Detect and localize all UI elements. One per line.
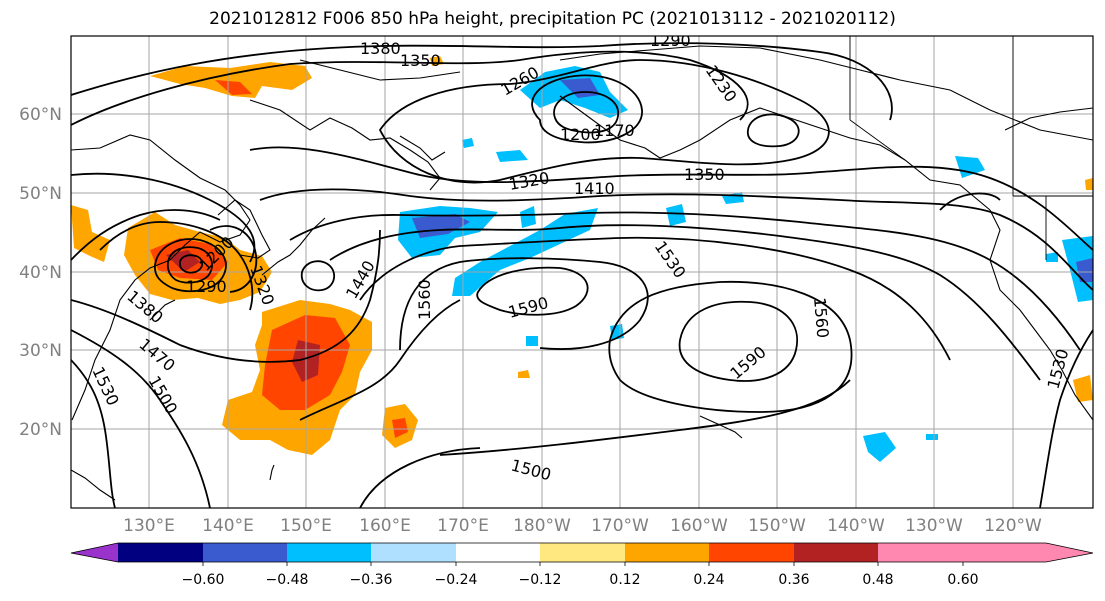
- contour-label: 1170: [594, 121, 635, 140]
- colorbar-bin: [203, 543, 287, 562]
- lat-label: 30°N: [19, 341, 62, 361]
- contour-label: 1200: [560, 125, 601, 144]
- lon-label: 160°E: [359, 516, 411, 536]
- contour-label: 1410: [574, 179, 615, 198]
- lat-label: 60°N: [19, 105, 62, 125]
- lat-label: 20°N: [19, 420, 62, 440]
- precip-negative-fill: [398, 66, 1093, 462]
- colorbar-tick-label: −0.24: [435, 572, 478, 588]
- height-contours: [71, 42, 1093, 508]
- longitude-labels: 130°E 140°E 150°E 160°E 170°E 180°W 170°…: [123, 516, 1042, 536]
- lon-label: 140°E: [202, 516, 254, 536]
- colorbar-bin: [878, 543, 963, 562]
- colorbar-tick-label: −0.60: [182, 572, 225, 588]
- colorbar-tick-label: 0.24: [693, 572, 724, 588]
- contour-label: 1290: [650, 31, 691, 50]
- contour-label: 1350: [684, 165, 725, 184]
- colorbar-bin: [287, 543, 371, 562]
- lon-label: 140°W: [827, 516, 885, 536]
- colorbar-ticks: [202, 562, 964, 566]
- map-title: 2021012812 F006 850 hPa height, precipit…: [209, 9, 896, 29]
- lon-label: 120°W: [984, 516, 1042, 536]
- lon-label: 150°W: [748, 516, 806, 536]
- colorbar-extend-high: [963, 543, 1093, 562]
- colorbar-tick-label: 0.48: [862, 572, 893, 588]
- contour-label: 1560: [415, 279, 434, 320]
- lon-label: 180°W: [513, 516, 571, 536]
- colorbar-tick-label: −0.48: [266, 572, 309, 588]
- colorbar-bin: [540, 543, 625, 562]
- colorbar-bin: [118, 543, 203, 562]
- colorbar-tick-label: −0.12: [519, 572, 562, 588]
- gridlines: [71, 36, 1093, 508]
- colorbar-outline: [70, 542, 1094, 563]
- lon-label: 170°E: [437, 516, 489, 536]
- colorbar-bin: [794, 543, 878, 562]
- colorbar-bin: [371, 543, 456, 562]
- precip-positive-fill: [71, 56, 1093, 455]
- colorbar-bin: [709, 543, 794, 562]
- contour-label: 1380: [360, 39, 401, 58]
- colorbar-tick-label: 0.36: [778, 572, 809, 588]
- lon-label: 130°W: [905, 516, 963, 536]
- map-border: [70, 35, 1094, 509]
- colorbar-tick-label: −0.36: [350, 572, 393, 588]
- lon-label: 160°W: [670, 516, 728, 536]
- lon-label: 130°E: [123, 516, 175, 536]
- contour-label: 1560: [810, 297, 832, 339]
- lon-label: 150°E: [280, 516, 332, 536]
- colorbar: −0.60 −0.48 −0.36 −0.24 −0.12 0.12 0.24 …: [70, 542, 1094, 588]
- colorbar-extend-low: [71, 543, 118, 562]
- colorbar-tick-label: 0.12: [609, 572, 640, 588]
- colorbar-tick-label: 0.60: [947, 572, 978, 588]
- colorbar-bin: [456, 543, 540, 562]
- lat-label: 40°N: [19, 263, 62, 283]
- borders: [849, 36, 1093, 260]
- lon-label: 170°W: [591, 516, 649, 536]
- contour-label: 1290: [186, 277, 227, 296]
- colorbar-bin: [625, 543, 709, 562]
- lat-label: 50°N: [19, 184, 62, 204]
- contour-label: 1350: [400, 51, 441, 70]
- latitude-labels: 60°N 50°N 40°N 30°N 20°N: [19, 105, 62, 440]
